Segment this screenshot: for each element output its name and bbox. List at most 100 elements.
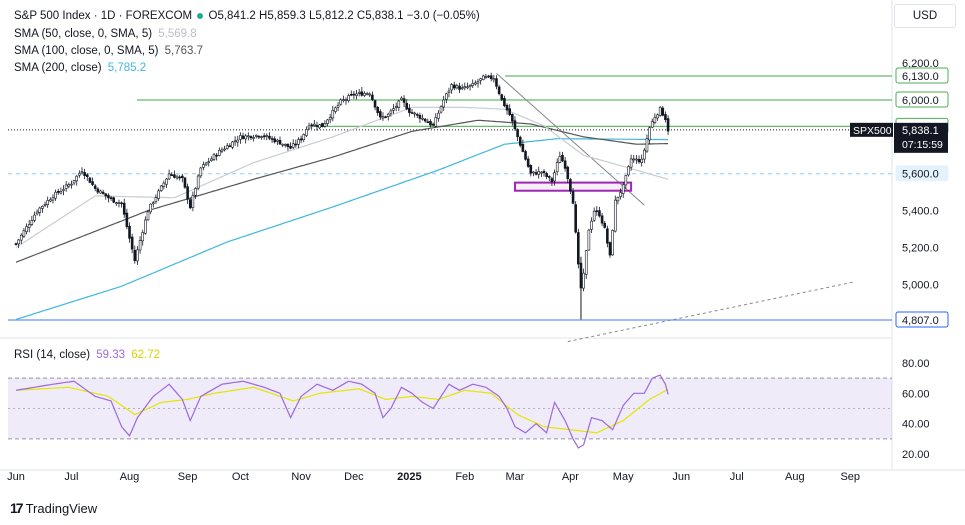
level-badge[interactable]	[895, 91, 949, 108]
candle	[125, 208, 129, 230]
candle	[344, 97, 348, 105]
candle	[379, 109, 382, 120]
candle	[550, 176, 554, 186]
candle	[273, 136, 277, 144]
candle	[130, 233, 134, 254]
candle	[357, 88, 361, 97]
candle	[138, 236, 142, 254]
candle	[563, 156, 567, 172]
candle	[518, 135, 522, 148]
trendline-rising-dotted[interactable]	[567, 281, 856, 343]
sma100-legend[interactable]: SMA (100, close, 0, SMA, 5) 5,763.7	[14, 43, 203, 59]
candle	[624, 174, 628, 190]
candle	[22, 227, 26, 238]
rsi-legend[interactable]: RSI (14, close) 59.33 62.72	[14, 349, 160, 361]
candle	[371, 91, 374, 102]
candle	[249, 135, 253, 140]
candle	[27, 219, 31, 233]
candle	[524, 149, 527, 161]
candle	[93, 183, 97, 192]
candle	[616, 196, 620, 205]
candle	[481, 74, 485, 81]
candle	[577, 228, 580, 269]
candle	[540, 171, 543, 177]
candle	[381, 112, 385, 121]
candle	[489, 72, 493, 82]
candle	[487, 74, 490, 79]
candle	[466, 82, 469, 90]
level-badge-label: 4,807.0	[902, 315, 939, 327]
last-price-badge[interactable]	[894, 122, 948, 153]
sma50-legend[interactable]: SMA (50, close, 0, SMA, 5) 5,569.8	[14, 26, 197, 42]
level-badge[interactable]	[895, 165, 949, 182]
rsi-label: RSI (14, close)	[14, 349, 91, 361]
candle	[220, 147, 224, 154]
sma50-value: 5,569.8	[158, 28, 197, 40]
low-value: L5,812.2	[308, 10, 354, 22]
currency-button[interactable]: USD	[894, 4, 956, 28]
rsi-value: 59.33	[96, 349, 126, 361]
candle	[534, 169, 538, 176]
candle	[376, 106, 379, 116]
candle	[455, 83, 459, 90]
candle	[503, 95, 506, 108]
candle	[78, 170, 81, 178]
candle	[165, 178, 168, 188]
price-tick-label: 5,400.0	[902, 206, 939, 218]
symbol-tag[interactable]	[850, 122, 893, 137]
tradingview-logo[interactable]: 17 TradingView	[10, 500, 97, 516]
candle	[64, 181, 68, 192]
candle	[162, 180, 166, 190]
candle	[186, 183, 189, 204]
candle	[352, 91, 356, 100]
candle	[59, 187, 63, 195]
candle	[262, 133, 266, 140]
candle	[268, 132, 271, 141]
level-badge[interactable]	[895, 67, 949, 84]
sma200-value: 5,785.2	[107, 62, 147, 74]
candle	[360, 86, 364, 97]
candle	[373, 99, 377, 111]
candle	[30, 215, 34, 227]
candle	[297, 137, 300, 149]
candle	[349, 90, 353, 97]
candle	[154, 194, 158, 204]
candle	[569, 178, 572, 194]
time-axis-label: Feb	[455, 471, 474, 483]
close-value: C5,838.1	[356, 10, 404, 22]
candle	[43, 201, 47, 208]
candle	[310, 123, 313, 130]
candle	[25, 223, 28, 235]
candle	[648, 126, 651, 145]
candle	[394, 102, 398, 112]
sma50-line	[15, 106, 669, 249]
candle	[107, 193, 110, 203]
candle	[619, 188, 622, 200]
time-axis-label: Jun	[672, 471, 690, 483]
candle	[418, 112, 422, 123]
candle	[437, 110, 440, 122]
time-axis-label: Apr	[562, 471, 579, 483]
candle	[54, 189, 57, 201]
candle	[157, 188, 160, 201]
candle	[460, 84, 464, 91]
candle	[640, 154, 643, 167]
candle	[291, 139, 295, 150]
candle	[574, 201, 577, 234]
level-badge[interactable]	[895, 311, 949, 328]
candle	[104, 192, 108, 200]
change-value: −3.0 (−0.05%)	[406, 10, 480, 22]
candle	[323, 120, 327, 128]
candle	[532, 171, 535, 177]
candle	[511, 113, 514, 126]
candle	[302, 133, 306, 143]
candle	[56, 188, 60, 195]
sma200-legend[interactable]: SMA (200, close) 5,785.2	[14, 60, 146, 76]
candle	[299, 135, 303, 144]
candle	[331, 105, 335, 122]
candle	[72, 179, 76, 186]
candle	[260, 135, 263, 140]
candle	[650, 118, 654, 129]
candle	[19, 233, 23, 245]
